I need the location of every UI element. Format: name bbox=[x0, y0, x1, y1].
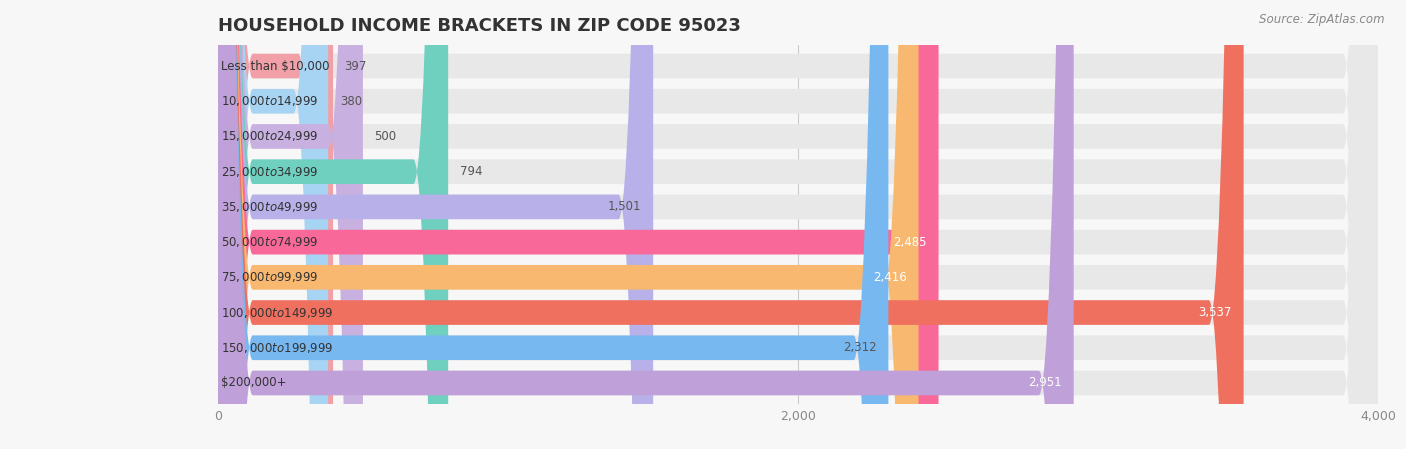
FancyBboxPatch shape bbox=[218, 0, 1378, 449]
Text: HOUSEHOLD INCOME BRACKETS IN ZIP CODE 95023: HOUSEHOLD INCOME BRACKETS IN ZIP CODE 95… bbox=[218, 17, 741, 35]
FancyBboxPatch shape bbox=[218, 0, 1378, 449]
Text: $25,000 to $34,999: $25,000 to $34,999 bbox=[221, 165, 318, 179]
Text: 2,951: 2,951 bbox=[1028, 376, 1062, 389]
Text: $75,000 to $99,999: $75,000 to $99,999 bbox=[221, 270, 318, 284]
FancyBboxPatch shape bbox=[218, 0, 1378, 449]
Text: Source: ZipAtlas.com: Source: ZipAtlas.com bbox=[1260, 13, 1385, 26]
FancyBboxPatch shape bbox=[218, 0, 939, 449]
Text: 397: 397 bbox=[344, 60, 367, 73]
Text: $50,000 to $74,999: $50,000 to $74,999 bbox=[221, 235, 318, 249]
Text: $100,000 to $149,999: $100,000 to $149,999 bbox=[221, 305, 333, 320]
Text: $15,000 to $24,999: $15,000 to $24,999 bbox=[221, 129, 318, 144]
Text: 794: 794 bbox=[460, 165, 482, 178]
FancyBboxPatch shape bbox=[218, 0, 363, 449]
FancyBboxPatch shape bbox=[218, 0, 333, 449]
FancyBboxPatch shape bbox=[218, 0, 1378, 449]
FancyBboxPatch shape bbox=[218, 0, 918, 449]
Text: 380: 380 bbox=[340, 95, 361, 108]
FancyBboxPatch shape bbox=[218, 0, 1378, 449]
FancyBboxPatch shape bbox=[218, 0, 889, 449]
FancyBboxPatch shape bbox=[218, 0, 449, 449]
FancyBboxPatch shape bbox=[218, 0, 654, 449]
Text: 2,312: 2,312 bbox=[844, 341, 877, 354]
FancyBboxPatch shape bbox=[218, 0, 1378, 449]
Text: Less than $10,000: Less than $10,000 bbox=[221, 60, 329, 73]
Text: 2,416: 2,416 bbox=[873, 271, 907, 284]
Text: 1,501: 1,501 bbox=[609, 200, 641, 213]
FancyBboxPatch shape bbox=[218, 0, 328, 449]
Text: 500: 500 bbox=[374, 130, 396, 143]
Text: 3,537: 3,537 bbox=[1199, 306, 1232, 319]
FancyBboxPatch shape bbox=[218, 0, 1074, 449]
FancyBboxPatch shape bbox=[218, 0, 1378, 449]
FancyBboxPatch shape bbox=[218, 0, 1378, 449]
Text: $200,000+: $200,000+ bbox=[221, 376, 287, 389]
Text: $35,000 to $49,999: $35,000 to $49,999 bbox=[221, 200, 318, 214]
FancyBboxPatch shape bbox=[218, 0, 1378, 449]
FancyBboxPatch shape bbox=[218, 0, 1378, 449]
Text: $150,000 to $199,999: $150,000 to $199,999 bbox=[221, 341, 333, 355]
Text: 2,485: 2,485 bbox=[893, 236, 927, 249]
FancyBboxPatch shape bbox=[218, 0, 1244, 449]
Text: $10,000 to $14,999: $10,000 to $14,999 bbox=[221, 94, 318, 108]
